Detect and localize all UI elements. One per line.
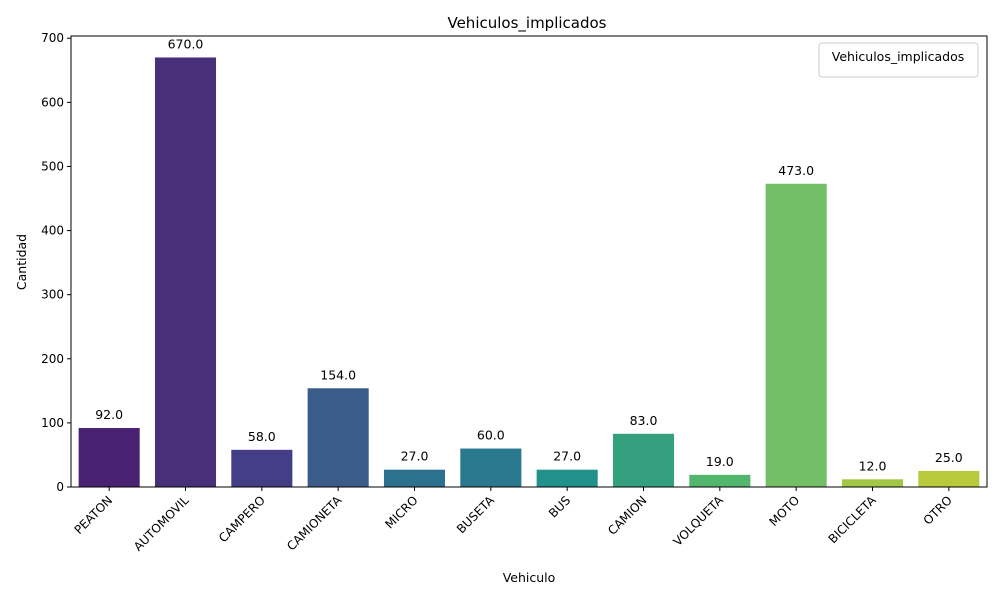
bar-otro — [918, 470, 980, 487]
bar-volqueta — [689, 474, 751, 487]
bar-micro — [383, 469, 446, 487]
plot-frame — [70, 35, 988, 488]
x-axis: PEATON AUTOMOVIL CAMPERO CAMIONETA MICRO BUSE… — [72, 487, 955, 554]
x-tick-label-camion: CAMION — [605, 493, 649, 537]
y-axis: 0 100 200 300 400 500 600 700 — [41, 31, 71, 494]
value-label-campero: 58.0 — [248, 429, 276, 444]
value-label-peaton: 92.0 — [95, 407, 123, 422]
y-axis-title: Cantidad — [14, 234, 29, 290]
chart-title: Vehiculos_implicados — [447, 14, 606, 33]
legend-title: Vehiculos_implicados — [832, 49, 965, 64]
x-tick-label-moto: MOTO — [767, 493, 803, 529]
x-tick-label-bus: BUS — [546, 493, 573, 520]
bars-layer — [78, 57, 980, 487]
value-label-bicicleta: 12.0 — [859, 458, 887, 473]
x-axis-title: Vehiculo — [503, 570, 556, 585]
bar-camioneta — [307, 388, 369, 487]
value-label-otro: 25.0 — [935, 450, 963, 465]
x-tick-label-bicicleta: BICICLETA — [826, 493, 880, 547]
value-label-automovil: 670.0 — [168, 36, 204, 51]
y-tick-label-0: 0 — [56, 480, 64, 494]
x-tick-label-volqueta: VOLQUETA — [670, 493, 726, 549]
value-label-camioneta: 154.0 — [320, 367, 356, 382]
y-tick-label-200: 200 — [41, 352, 64, 366]
bar-bicicleta — [841, 479, 904, 487]
bar-bus — [536, 469, 598, 487]
value-labels-layer: 92.0 670.0 58.0 154.0 27.0 60.0 27.0 83.0 19.0 47… — [95, 36, 963, 473]
x-tick-label-buseta: BUSETA — [454, 493, 498, 537]
value-label-bus: 27.0 — [553, 449, 581, 464]
legend-box — [818, 42, 979, 78]
bar-campero — [231, 449, 293, 487]
y-tick-label-400: 400 — [41, 224, 64, 238]
x-tick-label-campero: CAMPERO — [216, 493, 268, 545]
value-label-volqueta: 19.0 — [706, 454, 734, 469]
y-tick-label-600: 600 — [41, 95, 64, 109]
value-label-moto: 473.0 — [778, 163, 814, 178]
value-label-buseta: 60.0 — [477, 428, 505, 443]
value-label-camion: 83.0 — [630, 413, 658, 428]
x-tick-label-camioneta: CAMIONETA — [284, 493, 345, 554]
bar-peaton — [78, 428, 140, 487]
x-tick-label-peaton: PEATON — [72, 493, 116, 537]
x-tick-label-automovil: AUTOMOVIL — [131, 493, 192, 554]
y-tick-label-100: 100 — [41, 416, 64, 430]
legend: Vehiculos_implicados — [818, 42, 979, 78]
y-tick-label-500: 500 — [41, 159, 64, 173]
x-tick-label-micro: MICRO — [382, 493, 420, 531]
bar-buseta — [460, 448, 522, 487]
y-tick-label-700: 700 — [41, 31, 64, 45]
bar-camion — [612, 433, 675, 487]
bar-automovil — [154, 57, 217, 487]
value-label-micro: 27.0 — [401, 449, 429, 464]
x-tick-label-otro: OTRO — [921, 493, 955, 527]
y-tick-label-300: 300 — [41, 288, 64, 302]
bar-moto — [765, 183, 827, 487]
